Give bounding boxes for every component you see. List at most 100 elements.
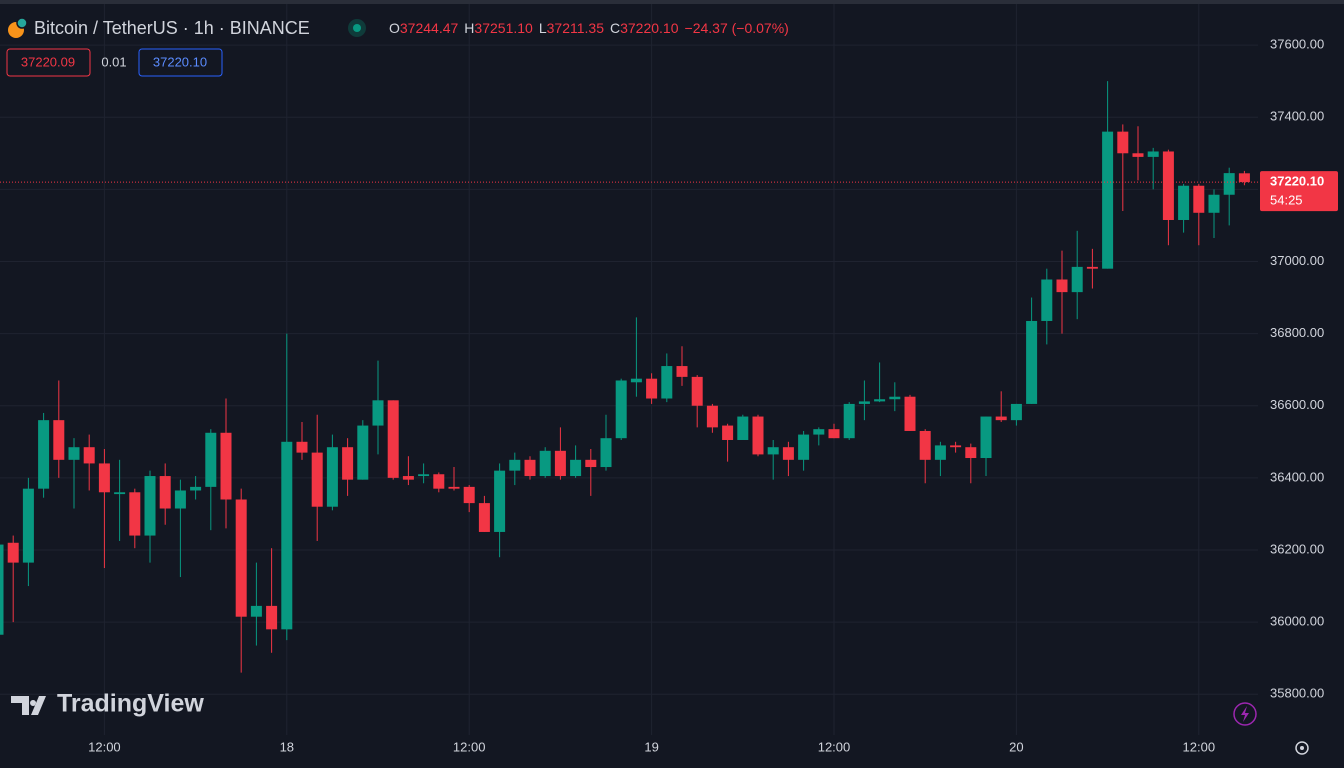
candle-body bbox=[1056, 279, 1068, 293]
spread-value: 0.01 bbox=[101, 54, 126, 69]
y-tick-label: 37000.00 bbox=[1270, 253, 1324, 268]
candle-body bbox=[342, 447, 354, 480]
x-tick-label: 12:00 bbox=[1183, 739, 1216, 754]
candle-body bbox=[509, 459, 521, 471]
logo-icon bbox=[11, 696, 46, 715]
y-tick-label: 36800.00 bbox=[1270, 325, 1324, 340]
candle-body bbox=[1223, 173, 1235, 195]
candle-body bbox=[1010, 403, 1022, 421]
candle-body bbox=[1178, 185, 1190, 220]
ohlc-key: C bbox=[610, 20, 620, 36]
candle-body bbox=[114, 492, 126, 495]
candle-body bbox=[281, 441, 293, 630]
x-tick-label: 20 bbox=[1009, 739, 1023, 754]
candle-body bbox=[782, 447, 794, 460]
y-tick-label: 37600.00 bbox=[1270, 37, 1324, 52]
candle-body bbox=[311, 452, 323, 507]
candle-body bbox=[1117, 131, 1129, 154]
candle-body bbox=[874, 399, 886, 402]
candle-body bbox=[1071, 266, 1083, 293]
quote-icon bbox=[16, 17, 28, 29]
candle-body bbox=[950, 445, 962, 448]
y-tick-label: 35800.00 bbox=[1270, 686, 1324, 701]
candle-body bbox=[585, 459, 597, 468]
x-tick-label: 12:00 bbox=[453, 739, 486, 754]
candle-body bbox=[174, 490, 186, 509]
candle-body bbox=[1147, 151, 1159, 157]
alert-bolt bbox=[1241, 706, 1249, 722]
candle-body bbox=[326, 447, 338, 507]
candle-body bbox=[205, 432, 217, 487]
candle-body bbox=[798, 434, 810, 460]
y-tick-label: 37400.00 bbox=[1270, 109, 1324, 124]
y-tick-label: 36400.00 bbox=[1270, 469, 1324, 484]
candle-body bbox=[1208, 194, 1220, 213]
candle-body bbox=[813, 429, 825, 435]
candles bbox=[0, 81, 1258, 673]
candle-body bbox=[418, 474, 430, 477]
candle-body bbox=[995, 416, 1007, 421]
settings-center bbox=[1300, 746, 1304, 750]
candle-body bbox=[919, 430, 931, 460]
candle-body bbox=[0, 544, 4, 635]
x-tick-label: 18 bbox=[280, 739, 294, 754]
ask-price: 37220.10 bbox=[153, 54, 207, 69]
candle-body bbox=[1193, 185, 1205, 213]
candle-body bbox=[858, 401, 870, 404]
candle-body bbox=[478, 503, 490, 532]
candle-body bbox=[357, 425, 369, 480]
y-tick-label: 36600.00 bbox=[1270, 397, 1324, 412]
alert-icon[interactable] bbox=[1233, 702, 1257, 726]
ohlc-value: 37220.10 bbox=[620, 20, 679, 36]
candle-body bbox=[387, 400, 399, 478]
candle-body bbox=[22, 488, 34, 563]
y-tick-label: 36200.00 bbox=[1270, 541, 1324, 556]
candle-body bbox=[691, 376, 703, 406]
ohlc-key: L bbox=[539, 20, 547, 36]
candle-body bbox=[53, 420, 65, 460]
x-tick-label: 19 bbox=[644, 739, 658, 754]
watermark: TradingView bbox=[57, 690, 204, 718]
candle-body bbox=[68, 447, 80, 460]
candle-body bbox=[706, 405, 718, 428]
candle-body bbox=[448, 486, 460, 489]
ohlc-value: 37211.35 bbox=[547, 20, 605, 36]
candle-body bbox=[38, 420, 50, 489]
price-tag bbox=[1260, 171, 1338, 212]
ohlc-key: O bbox=[389, 20, 400, 36]
candle-body bbox=[220, 432, 232, 500]
candle-body bbox=[1041, 279, 1053, 321]
candle-body bbox=[190, 486, 202, 491]
candle-body bbox=[965, 447, 977, 459]
candle-body bbox=[934, 445, 946, 460]
candle-body bbox=[235, 499, 247, 617]
ohlc-key: H bbox=[464, 20, 474, 36]
candle-body bbox=[889, 396, 901, 400]
candle-body bbox=[752, 416, 764, 455]
candle-body bbox=[828, 429, 840, 439]
candle-body bbox=[554, 450, 566, 477]
candle-body bbox=[980, 416, 992, 459]
candle-body bbox=[570, 459, 582, 477]
candle-body bbox=[630, 378, 642, 383]
status-dot bbox=[353, 24, 361, 32]
settings-icon[interactable] bbox=[1295, 741, 1309, 755]
ohlc-value: 37251.10 bbox=[474, 20, 533, 36]
candle-body bbox=[615, 380, 627, 439]
bid-box[interactable] bbox=[6, 48, 91, 77]
candle-body bbox=[661, 366, 673, 399]
candle-body bbox=[646, 378, 658, 399]
x-tick-label: 12:00 bbox=[818, 739, 851, 754]
candle-body bbox=[372, 400, 384, 426]
candle-body bbox=[129, 492, 141, 536]
candle-body bbox=[722, 425, 734, 440]
symbol-title: Bitcoin / TetherUS · 1h · BINANCE bbox=[34, 18, 310, 38]
candle-body bbox=[737, 416, 749, 440]
ask-box[interactable] bbox=[138, 48, 223, 77]
candle-body bbox=[98, 463, 110, 493]
candle-body bbox=[843, 403, 855, 439]
candle-body bbox=[1086, 266, 1098, 269]
x-tick-label: 12:00 bbox=[88, 739, 121, 754]
candle-body bbox=[463, 486, 475, 504]
